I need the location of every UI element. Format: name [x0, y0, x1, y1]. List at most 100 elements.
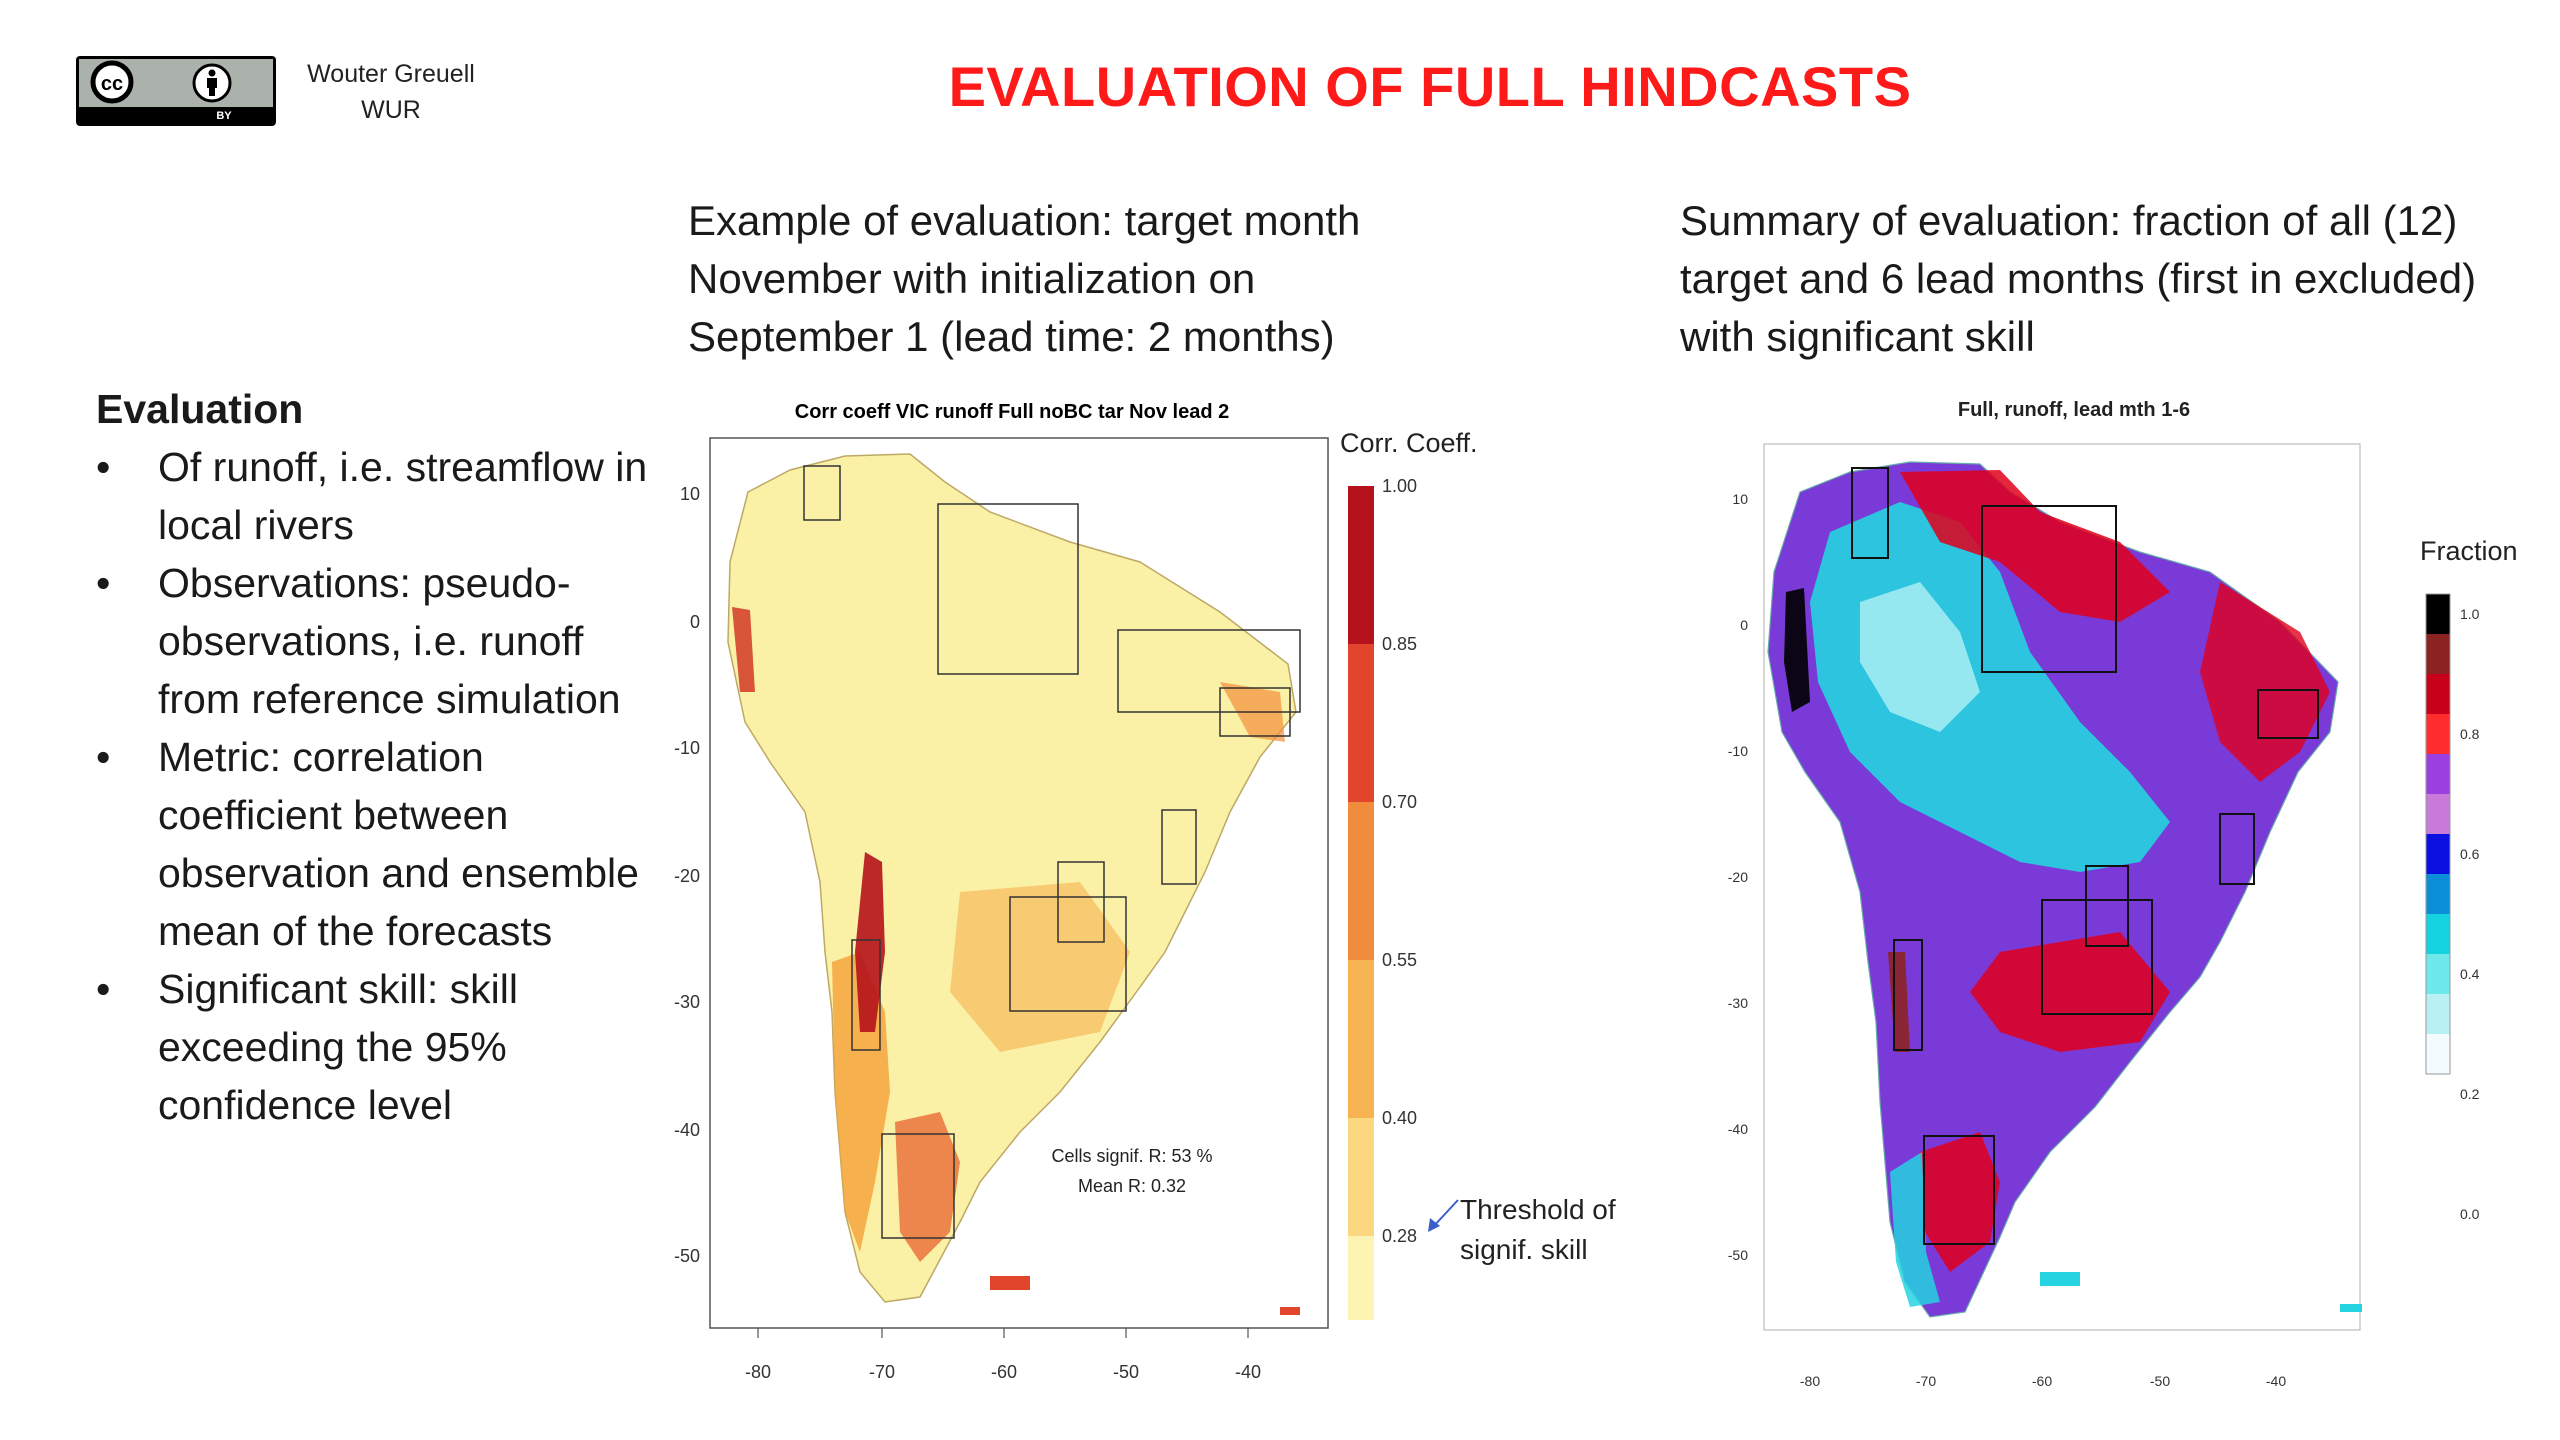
left-x-tick: -40 [1235, 1362, 1261, 1382]
left-x-tick: -50 [1113, 1362, 1139, 1382]
cc-icon: cc [90, 60, 134, 104]
colorbar-segment [1348, 1236, 1374, 1320]
colorbar-segment [2426, 794, 2450, 834]
right-light-cyan [1860, 582, 1980, 732]
right-y-tick: -10 [1728, 743, 1748, 759]
notes-bullet: Of runoff, i.e. streamflow in local rive… [96, 438, 656, 554]
left-map-figure: Corr coeff VIC runoff Full noBC tar Nov … [674, 401, 1329, 1382]
right-x-tick: -70 [1916, 1373, 1936, 1389]
colorbar-tick: 0.85 [1382, 634, 1417, 654]
left-orange-center [950, 882, 1130, 1052]
right-black-coast [1784, 588, 1810, 712]
left-y-tick: -40 [674, 1120, 700, 1140]
colorbar-segment [1348, 486, 1374, 644]
colorbar-tick: 0.40 [1382, 1108, 1417, 1128]
right-region-boxes [1851, 467, 2319, 1245]
colorbar-segment [2426, 754, 2450, 794]
right-y-tick: -50 [1728, 1247, 1748, 1263]
left-y-tick: -50 [674, 1246, 700, 1266]
colorbar-tick: 0.8 [2460, 726, 2480, 742]
cc-by-license-badge: cc BY [76, 56, 276, 126]
cells-signif-annotation: Cells signif. R: 53 % [1051, 1146, 1212, 1166]
colorbar-tick: 1.0 [2460, 606, 2480, 622]
right-y-tick: -20 [1728, 869, 1748, 885]
evaluation-notes: Evaluation Of runoff, i.e. streamflow in… [96, 380, 656, 1134]
right-x-tick: -60 [2032, 1373, 2052, 1389]
right-x-tick: -80 [1800, 1373, 1820, 1389]
right-red-east [2200, 582, 2330, 782]
colorbar-tick: 0.4 [2460, 966, 2480, 982]
right-colorbar: Fraction 1.0 0.8 0.6 0.4 0.2 0.0 [2420, 536, 2518, 1222]
right-georgia [2340, 1304, 2362, 1312]
mean-r-annotation: Mean R: 0.32 [1078, 1176, 1186, 1196]
left-region-boxes [803, 465, 1301, 1239]
colorbar-segment [1348, 644, 1374, 802]
right-cyan-south [1890, 1152, 1940, 1307]
left-y-tick: 10 [680, 484, 700, 504]
colorbar-segment [2426, 634, 2450, 674]
left-red-coast-north [732, 607, 755, 692]
colorbar-segment [2426, 594, 2450, 634]
notes-bullet: Metric: correlation coefficient between … [96, 728, 656, 960]
left-colorbar-title: Corr. Coeff. [1340, 428, 1478, 458]
svg-text:cc: cc [101, 73, 123, 95]
license-label: BY [216, 110, 232, 122]
colorbar-segment [1348, 960, 1374, 1118]
right-y-tick: 10 [1732, 491, 1748, 507]
colorbar-segment [2426, 874, 2450, 914]
left-y-tick: -10 [674, 738, 700, 758]
colorbar-segment [2426, 1034, 2450, 1074]
colorbar-segment [2426, 674, 2450, 714]
colorbar-tick: 0.28 [1382, 1226, 1417, 1246]
colorbar-segment [1348, 1118, 1374, 1236]
colorbar-tick: 0.0 [2460, 1206, 2480, 1222]
notes-heading: Evaluation [96, 386, 304, 432]
slide-title: EVALUATION OF FULL HINDCASTS [948, 55, 1912, 118]
left-colorbar: Corr. Coeff. 1.00 0.85 0.70 0.55 0.40 0.… [1340, 428, 1478, 1320]
right-red-north [1900, 470, 2170, 622]
right-red-patagonia [1920, 1132, 2000, 1272]
author-name: Wouter Greuell [307, 60, 475, 88]
colorbar-segment [1348, 802, 1374, 960]
colorbar-tick: 0.2 [2460, 1086, 2480, 1102]
author-block: Wouter Greuell WUR [296, 56, 486, 128]
left-y-tick: -20 [674, 866, 700, 886]
left-x-tick: -80 [745, 1362, 771, 1382]
right-y-tick: 0 [1740, 617, 1748, 633]
colorbar-tick: 0.70 [1382, 792, 1417, 812]
author-org: WUR [361, 96, 421, 124]
right-y-tick: -40 [1728, 1121, 1748, 1137]
colorbar-outline [2425, 593, 2451, 1075]
colorbar-segment [2426, 714, 2450, 754]
notes-list: Of runoff, i.e. streamflow in local rive… [96, 438, 656, 1134]
threshold-note: Threshold of signif. skill [1460, 1194, 1616, 1265]
threshold-arrow-head [1428, 1218, 1440, 1232]
notes-bullet: Significant skill: skill exceeding the 9… [96, 960, 656, 1134]
left-x-tick: -60 [991, 1362, 1017, 1382]
colorbar-segment [2426, 834, 2450, 874]
left-y-tick: -30 [674, 992, 700, 1012]
notes-bullet: Observations: pseudo-observations, i.e. … [96, 554, 656, 728]
person-icon [192, 63, 232, 103]
colorbar-segment [2426, 914, 2450, 954]
left-red-coast [855, 852, 885, 1032]
right-caption: Summary of evaluation: fraction of all (… [1680, 197, 2477, 360]
right-falklands [2040, 1272, 2080, 1286]
colorbar-segment [2426, 994, 2450, 1034]
colorbar-tick: 0.55 [1382, 950, 1417, 970]
colorbar-tick: 0.6 [2460, 846, 2480, 862]
left-georgia [1280, 1307, 1300, 1315]
right-red-south [1970, 932, 2170, 1052]
left-x-tick: -70 [869, 1362, 895, 1382]
right-x-tick: -40 [2266, 1373, 2286, 1389]
right-map-title: Full, runoff, lead mth 1-6 [1958, 399, 2190, 421]
right-x-tick: -50 [2150, 1373, 2170, 1389]
left-map-title: Corr coeff VIC runoff Full noBC tar Nov … [795, 401, 1229, 423]
right-y-tick: -30 [1728, 995, 1748, 1011]
colorbar-segment [2426, 954, 2450, 994]
left-falklands [990, 1276, 1030, 1290]
right-map-figure: Full, runoff, lead mth 1-6 10 0 -10 -20 … [1728, 399, 2362, 1389]
left-orange-south [895, 1112, 960, 1262]
left-caption: Example of evaluation: target month Nove… [688, 197, 1361, 360]
right-colorbar-title: Fraction [2420, 536, 2518, 566]
